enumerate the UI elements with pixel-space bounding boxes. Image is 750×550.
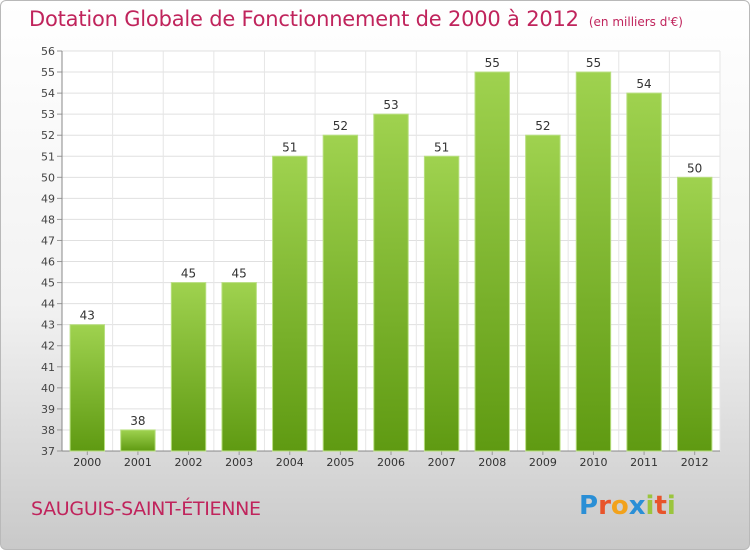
y-tick-label: 39 [41,403,55,416]
y-tick-label: 50 [41,171,55,184]
chart-subtitle: (en milliers d'€) [588,15,683,29]
x-tick-label: 2003 [225,456,253,469]
bar-2006 [373,113,409,452]
y-tick-label: 56 [41,45,55,58]
bar-2002 [170,282,207,452]
y-tick-label: 40 [41,382,55,395]
y-tick-label: 46 [41,256,55,269]
y-tick-label: 45 [41,277,55,290]
y-tick-label: 53 [41,108,55,121]
bar-value-label: 38 [130,414,145,428]
y-tick-label: 42 [41,340,55,353]
y-tick-label: 49 [41,192,55,205]
bar-2004 [272,155,308,452]
x-tick-label: 2007 [428,456,456,469]
y-tick-label: 41 [41,361,55,374]
commune-name: SAUGUIS-SAINT-ÉTIENNE [31,498,261,520]
y-tick-label: 38 [41,424,55,437]
x-tick-label: 2010 [579,456,607,469]
bar-value-label: 54 [636,77,651,91]
x-tick-label: 2004 [276,456,304,469]
y-tick-label: 44 [41,298,55,311]
x-tick-label: 2006 [377,456,405,469]
bar-2008 [474,71,510,452]
y-tick-label: 37 [41,445,55,458]
x-tick-label: 2008 [478,456,506,469]
x-tick-label: 2005 [326,456,354,469]
y-tick-label: 48 [41,213,55,226]
y-tick-label: 55 [41,66,55,79]
logo-letter: o [610,491,629,521]
x-tick-label: 2012 [681,456,709,469]
x-tick-label: 2009 [529,456,557,469]
bar-value-label: 55 [485,56,500,70]
data-labels: 43 38 45 45 51 52 53 51 55 52 55 54 50 [80,56,703,428]
bar-value-label: 45 [181,267,196,281]
bar-value-label: 45 [232,267,247,281]
logo-letter: r [598,491,611,521]
y-tick-label: 54 [41,87,55,100]
x-tick-label: 2011 [630,456,658,469]
bar-2003 [221,282,257,452]
x-tick-label: 2001 [124,456,152,469]
proxiti-logo: Proxiti [579,491,676,521]
bar-2010 [575,71,612,452]
bar-2005 [322,134,359,452]
y-tick-label: 51 [41,150,55,163]
y-tick-label: 43 [41,319,55,332]
chart-title: Dotation Globale de Fonctionnement de 20… [29,7,683,31]
bar-value-label: 52 [535,119,550,133]
bar-value-label: 52 [333,119,348,133]
bar-value-label: 55 [586,56,601,70]
bar-value-label: 51 [282,140,297,154]
x-tick-label: 2002 [175,456,203,469]
y-tick-label: 52 [41,129,55,142]
bar-value-label: 43 [80,309,95,323]
x-tick-label: 2000 [73,456,101,469]
bar-value-label: 50 [687,161,702,175]
chart-title-text: Dotation Globale de Fonctionnement de 20… [29,7,579,31]
bar-value-label: 53 [383,98,398,112]
bar-2000 [69,324,106,452]
bar-value-label: 51 [434,140,449,154]
bar-2009 [525,134,561,452]
bar-2001 [120,429,156,452]
y-tick-label: 47 [41,234,55,247]
logo-letter: i [666,491,676,521]
logo-letter: t [654,491,667,521]
bar-2012 [676,176,713,452]
logo-letter: x [628,491,646,521]
bars [69,71,713,452]
bar-2007 [423,155,460,452]
logo-letter: P [579,491,599,521]
bar-2011 [626,92,662,452]
logo-letter: i [645,491,655,521]
